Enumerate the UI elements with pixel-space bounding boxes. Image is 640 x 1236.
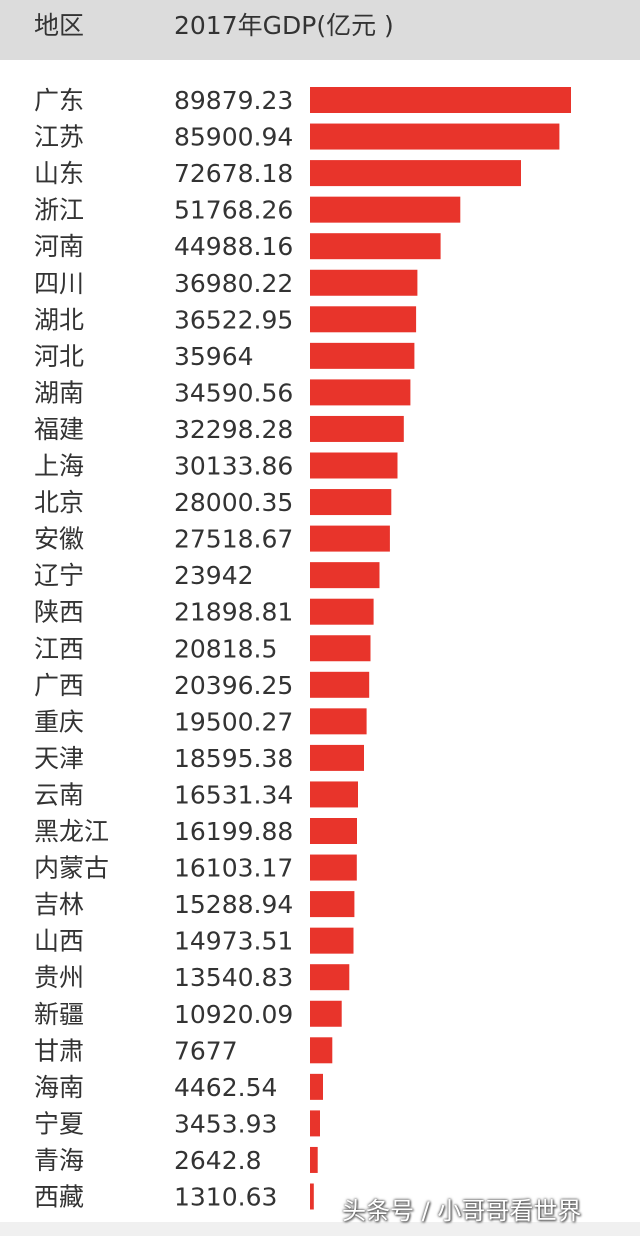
gdp-value-label: 21898.81 [174,598,293,627]
gdp-value-label: 16531.34 [174,780,293,809]
region-label: 西藏 [34,1183,84,1212]
gdp-bar [310,1183,314,1210]
gdp-value-label: 89879.23 [174,86,293,115]
gdp-value-label: 2642.8 [174,1146,261,1175]
gdp-bar [310,415,404,442]
region-label: 河南 [34,232,84,261]
gdp-bar [310,160,521,187]
gdp-value-label: 16103.17 [174,854,293,883]
gdp-value-label: 44988.16 [174,232,293,261]
gdp-bar [310,196,461,223]
gdp-bar [310,269,418,296]
gdp-value-label: 14973.51 [174,927,293,956]
gdp-bar [310,744,364,771]
region-label: 河北 [34,342,84,371]
gdp-bar [310,1000,342,1027]
gdp-value-label: 32298.28 [174,415,293,444]
gdp-bar [310,1110,320,1137]
region-label: 广东 [34,86,84,115]
region-label: 吉林 [34,890,84,919]
region-label: 湖南 [34,378,84,407]
region-label: 山西 [34,927,84,956]
region-label: 江苏 [34,123,84,152]
gdp-value-label: 20818.5 [174,634,277,663]
gdp-bar [310,927,354,954]
gdp-bar [310,342,415,369]
region-label: 北京 [34,488,84,517]
region-label: 湖北 [34,305,84,334]
region-label: 内蒙古 [34,854,109,883]
gdp-value-label: 3453.93 [174,1109,277,1138]
gdp-value-label: 28000.35 [174,488,293,517]
gdp-value-label: 10920.09 [174,1000,293,1029]
gdp-bar [310,818,357,844]
gdp-value-label: 1310.63 [174,1183,277,1212]
gdp-value-label: 15288.94 [174,890,293,919]
gdp-column-header: 2017年GDP(亿元 ) [174,11,394,40]
region-label: 天津 [34,744,84,773]
gdp-value-label: 51768.26 [174,196,293,225]
gdp-bar [310,306,417,333]
gdp-value-label: 36522.95 [174,305,293,334]
gdp-bar [310,1146,318,1173]
region-label: 福建 [34,415,84,444]
gdp-bar [310,854,357,881]
gdp-value-label: 27518.67 [174,525,293,554]
gdp-value-label: 7677 [174,1036,238,1065]
watermark: 头条号 / 小哥哥看世界 [342,1197,582,1225]
region-column-header: 地区 [34,11,85,40]
region-label: 浙江 [34,196,84,225]
region-label: 青海 [34,1146,84,1175]
gdp-value-label: 18595.38 [174,744,293,773]
region-label: 广西 [34,671,84,700]
gdp-bar [310,489,392,516]
region-label: 上海 [34,452,84,481]
region-label: 江西 [34,634,84,663]
region-label: 陕西 [34,598,84,627]
region-label: 四川 [34,269,84,298]
region-label: 重庆 [34,707,84,736]
gdp-bar [310,562,380,589]
region-label: 宁夏 [34,1109,84,1138]
gdp-value-label: 23942 [174,561,254,590]
gdp-value-label: 16199.88 [174,817,293,846]
gdp-bar [310,87,571,113]
bottom-band [0,1222,640,1236]
gdp-value-label: 34590.56 [174,378,293,407]
region-label: 安徽 [34,525,84,554]
gdp-bar [310,635,371,662]
gdp-value-label: 85900.94 [174,123,293,152]
region-label: 辽宁 [34,561,84,590]
gdp-bar [310,123,560,150]
gdp-bar [310,379,411,406]
region-label: 黑龙江 [34,817,109,846]
gdp-value-label: 19500.27 [174,707,293,736]
gdp-value-label: 72678.18 [174,159,293,188]
gdp-value-label: 4462.54 [174,1073,277,1102]
table-header: 地区 2017年GDP(亿元 ) [0,0,640,60]
gdp-value-label: 13540.83 [174,963,293,992]
gdp-bar [310,1073,323,1100]
gdp-bar [310,891,355,918]
gdp-bar [310,781,358,808]
gdp-bar [310,233,441,260]
gdp-bar [310,964,350,991]
gdp-bar [310,1037,333,1064]
region-label: 新疆 [34,1000,84,1029]
region-label: 海南 [34,1073,84,1102]
gdp-value-label: 20396.25 [174,671,293,700]
gdp-bar [310,598,374,625]
gdp-bar [310,671,370,698]
gdp-bar [310,525,390,552]
gdp-value-label: 35964 [174,342,254,371]
gdp-value-label: 36980.22 [174,269,293,298]
gdp-bar-chart: 广东 89879.23 江苏 85900.94 山东 72678.18 浙江 51768.26… [34,86,571,1212]
region-label: 甘肃 [34,1036,84,1065]
gdp-bar [310,708,367,735]
region-label: 贵州 [34,963,84,992]
gdp-value-label: 30133.86 [174,452,293,481]
region-label: 山东 [34,159,84,188]
region-label: 云南 [34,780,84,809]
gdp-bar [310,452,398,479]
